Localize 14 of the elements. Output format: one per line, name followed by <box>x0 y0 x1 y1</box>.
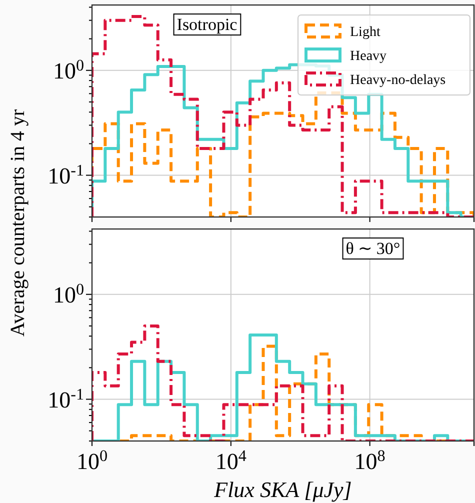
x-axis-title: Flux SKA [μJy] <box>213 477 352 502</box>
x-tick-label: 10$^{4}$ <box>215 448 246 474</box>
legend-label: Light <box>350 25 380 40</box>
legend-label: Heavy <box>350 49 387 64</box>
x-tick-label: 10$^{0}$ <box>76 448 108 474</box>
annotation: θ ∼ 30° <box>346 239 400 258</box>
y-tick-label: 10$^{-1}$ <box>48 162 84 188</box>
y-tick-label: 10$^{0}$ <box>52 56 84 84</box>
x-tick-label: 10$^{8}$ <box>354 448 386 474</box>
y-tick-label: 10$^{0}$ <box>52 280 84 308</box>
annotation: Isotropic <box>176 15 238 34</box>
y-tick-label: 10$^{-1}$ <box>48 386 84 412</box>
legend-label: Heavy-no-delays <box>350 73 446 88</box>
y-axis-title: Average counterparts in 4 yr <box>7 109 29 337</box>
